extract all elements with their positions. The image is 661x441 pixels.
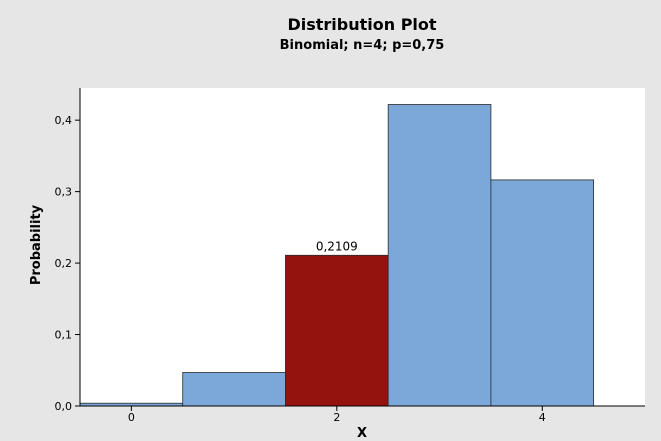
data-labels: 0,2109 bbox=[316, 239, 358, 253]
highlight-value-label: 0,2109 bbox=[316, 239, 358, 253]
y-tick-label: 0,4 bbox=[55, 114, 73, 127]
bars-group bbox=[79, 104, 595, 407]
y-axis-title: Probability bbox=[29, 204, 44, 285]
x-axis-title: X bbox=[357, 426, 367, 441]
y-tick-label: 0,0 bbox=[55, 400, 73, 413]
x-tick-label: 2 bbox=[333, 411, 340, 424]
chart-title: Distribution Plot bbox=[287, 15, 436, 34]
y-tick-label: 0,1 bbox=[55, 329, 73, 342]
bar bbox=[387, 104, 492, 407]
y-tick-label: 0,2 bbox=[55, 257, 73, 270]
chart-subtitle: Binomial; n=4; p=0,75 bbox=[280, 38, 445, 53]
bar bbox=[490, 179, 595, 407]
x-axis: 0 2 4 bbox=[80, 405, 645, 424]
x-tick-label: 4 bbox=[539, 411, 546, 424]
x-tick-label: 0 bbox=[128, 411, 135, 424]
y-axis: 0,0 0,1 0,2 0,3 0,4 bbox=[55, 88, 81, 413]
bar bbox=[182, 372, 286, 407]
y-tick-label: 0,3 bbox=[55, 186, 73, 199]
bar-highlighted bbox=[285, 254, 389, 407]
